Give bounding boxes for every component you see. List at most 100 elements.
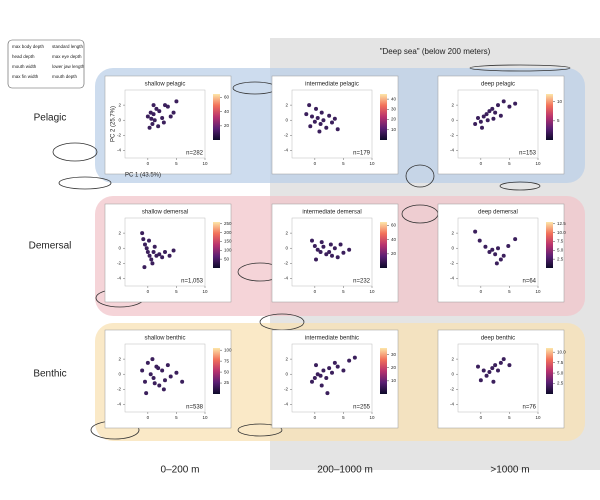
point [330, 253, 334, 258]
column-label: 200–1000 m [317, 465, 373, 476]
y-tick-label: 2 [118, 230, 121, 235]
x-tick-label: 10 [202, 289, 208, 294]
point [513, 237, 518, 242]
point [321, 368, 326, 373]
x-tick-label: 10 [535, 289, 541, 294]
point [332, 360, 337, 365]
point [325, 391, 330, 396]
point [321, 244, 326, 249]
colorbar [546, 348, 553, 394]
colorbar-tick-label: 40 [391, 96, 397, 101]
point [147, 125, 152, 130]
trait-key [7, 39, 85, 89]
y-tick-label: 2 [285, 356, 288, 361]
point [493, 110, 498, 115]
panel-title: deep demersal [478, 210, 518, 216]
point [151, 250, 156, 254]
point [310, 114, 314, 119]
point [494, 261, 499, 266]
point [317, 129, 322, 134]
point [168, 374, 173, 379]
point [163, 250, 167, 254]
point [507, 104, 512, 109]
colorbar-tick-label: 100 [224, 247, 232, 252]
plot-area [124, 343, 206, 413]
point [319, 383, 324, 388]
colorbar-tick-label: 20 [391, 251, 397, 256]
key-label: mouth width [12, 64, 37, 69]
point [160, 255, 165, 260]
x-tick-label: 5 [508, 289, 511, 294]
point [157, 383, 162, 388]
x-tick-label: 5 [175, 161, 178, 166]
panel [271, 75, 399, 175]
y-tick-label: -2 [284, 133, 288, 138]
point [314, 257, 318, 262]
y-tick-label: -2 [117, 387, 121, 392]
y-tick-label: -4 [450, 276, 454, 281]
colorbar-tick-label: 250 [224, 221, 232, 226]
point [310, 379, 314, 384]
point [314, 363, 318, 368]
point [147, 238, 151, 243]
point [496, 246, 500, 251]
point [144, 246, 149, 251]
x-tick-label: 5 [342, 289, 345, 294]
y-tick-label: 2 [118, 356, 121, 361]
point [161, 120, 166, 125]
deep-sea-header: "Deep sea" (below 200 meters) [380, 47, 491, 56]
point [501, 357, 506, 362]
point [174, 99, 179, 104]
point [330, 370, 334, 375]
sample-size: n=282 [186, 151, 204, 157]
y-tick-label: -2 [450, 261, 454, 266]
y-tick-label: -4 [117, 148, 121, 153]
point [145, 114, 150, 119]
key-label: mouth depth [52, 74, 78, 79]
x-tick-label: 5 [508, 161, 511, 166]
point [310, 238, 314, 243]
point [151, 376, 156, 380]
point [145, 250, 150, 254]
panel [104, 203, 232, 303]
y-tick-label: 0 [285, 117, 288, 122]
point [152, 118, 157, 123]
point [304, 112, 309, 117]
point [485, 118, 490, 123]
point [498, 360, 503, 365]
point [315, 115, 320, 120]
x-tick-label: 10 [369, 289, 375, 294]
colorbar-tick-label: 20 [391, 365, 397, 370]
x-tick-label: 10 [202, 161, 208, 166]
y-tick-label: -4 [450, 148, 454, 153]
plot-area [124, 89, 206, 159]
x-tick-label: 10 [535, 415, 541, 420]
point [150, 261, 155, 266]
x-tick-label: 5 [175, 415, 178, 420]
colorbar-tick-label: 5 [557, 118, 560, 123]
fish [52, 142, 98, 162]
x-tick-label: 10 [369, 161, 375, 166]
point [496, 368, 500, 373]
y-tick-label: 0 [451, 117, 454, 122]
x-tick-label: 5 [342, 161, 345, 166]
colorbar-tick-label: 5.0 [557, 370, 564, 375]
point [483, 244, 488, 249]
point [174, 370, 179, 375]
y-tick-label: 2 [451, 356, 454, 361]
colorbar-tick-label: 10 [557, 99, 563, 104]
point [324, 125, 329, 130]
y-tick-label: 2 [451, 230, 454, 235]
colorbar-tick-label: 50 [224, 256, 230, 261]
colorbar-tick-label: 5.0 [557, 247, 564, 252]
x-tick-label: 10 [369, 415, 375, 420]
plot-area [124, 217, 206, 287]
point [150, 122, 155, 126]
point [347, 247, 352, 252]
colorbar-tick-label: 50 [224, 369, 230, 374]
point [165, 363, 170, 368]
colorbar-tick-label: 10 [391, 378, 397, 383]
point [141, 237, 146, 242]
point [330, 120, 334, 125]
